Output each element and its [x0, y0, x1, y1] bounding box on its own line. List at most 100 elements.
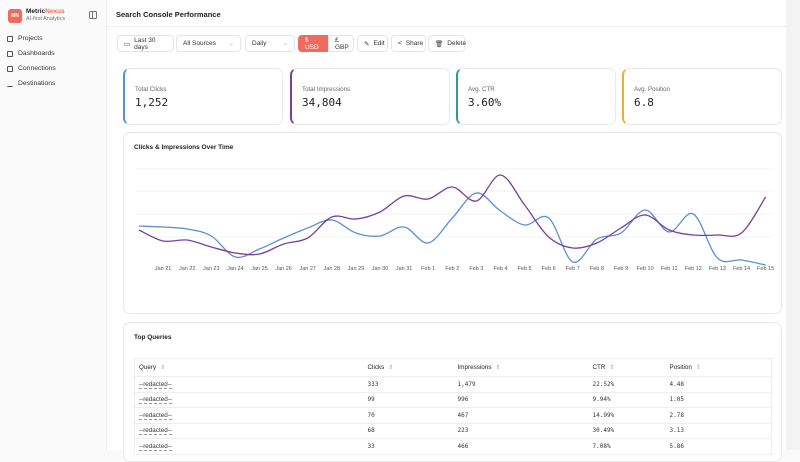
x-tick-label: Jan 29 [348, 266, 365, 272]
upload-icon [7, 81, 13, 87]
x-tick-label: Feb 1 [421, 266, 435, 272]
sidebar-item-label: Destinations [18, 80, 55, 87]
table-cell: 333 [364, 377, 454, 393]
x-tick-label: Feb 11 [661, 266, 678, 272]
folder-icon [7, 36, 13, 42]
sidebar-item-destinations[interactable]: Destinations [7, 80, 55, 87]
sort-icon: ⇕ [388, 365, 393, 371]
scrollbar[interactable] [786, 0, 800, 450]
x-tick-label: Jan 27 [299, 266, 316, 272]
table-cell: 22.52% [589, 377, 666, 393]
column-header-impressions[interactable]: Impressions⇕ [454, 359, 589, 377]
source-value: All Sources [183, 40, 216, 47]
x-tick-label: Jan 23 [203, 266, 220, 272]
column-header-clicks[interactable]: Clicks⇕ [364, 359, 454, 377]
delete-button[interactable]: 🗑 Delete [428, 35, 465, 52]
column-label: Clicks [368, 364, 385, 371]
brand-name: MetricNexus [26, 8, 65, 15]
share-icon: < [398, 40, 402, 47]
kpi-value: 3.60% [468, 96, 501, 109]
query-link[interactable]: --redacted-- [139, 412, 172, 420]
column-header-position[interactable]: Position⇕ [666, 359, 772, 377]
sidebar-toggle-icon[interactable] [89, 11, 97, 19]
table-cell: 99 [364, 392, 454, 408]
kpi-label: Avg. Position [634, 86, 670, 93]
table-cell: 1.05 [666, 392, 772, 408]
x-tick-label: Feb 8 [590, 266, 604, 272]
x-tick-label: Feb 9 [614, 266, 628, 272]
x-tick-label: Feb 3 [469, 266, 483, 272]
table-cell: 70 [364, 408, 454, 424]
sidebar-item-connections[interactable]: Connections [7, 65, 56, 72]
trash-icon: 🗑 [435, 40, 443, 48]
query-link[interactable]: --redacted-- [139, 381, 172, 389]
share-label: Share [406, 40, 423, 47]
sort-icon: ⇕ [495, 365, 500, 371]
connections-icon [7, 66, 13, 72]
x-tick-label: Jan 24 [227, 266, 244, 272]
delete-label: Delete [447, 40, 466, 47]
source-select[interactable]: All Sources ⌄ [176, 35, 241, 52]
date-range-label: Last 30 days [134, 37, 167, 51]
x-tick-label: Feb 2 [445, 266, 459, 272]
table-cell: 996 [454, 392, 589, 408]
table-cell: 1,479 [454, 377, 589, 393]
date-range-button[interactable]: ▭ Last 30 days [117, 35, 174, 52]
series-line-0 [139, 193, 766, 265]
table-cell: 4.48 [666, 377, 772, 393]
granularity-select[interactable]: Daily⌄ [245, 35, 295, 52]
x-tick-label: Jan 22 [179, 266, 196, 272]
x-tick-label: Feb 6 [542, 266, 556, 272]
query-link[interactable]: --redacted-- [139, 427, 172, 435]
table-cell: 2.78 [666, 408, 772, 424]
x-tick-label: Jan 28 [324, 266, 341, 272]
kpi-value: 6.8 [634, 96, 654, 109]
sidebar-item-label: Projects [18, 35, 43, 42]
chevron-down-icon: ⌄ [229, 40, 234, 47]
brand-tagline: AI-first Analytics [26, 16, 65, 22]
sort-icon: ⇕ [609, 365, 614, 371]
edit-label: Edit [373, 40, 384, 47]
x-tick-label: Jan 26 [275, 266, 292, 272]
sidebar: MN MetricNexus AI-first Analytics Projec… [0, 0, 106, 450]
x-tick-label: Jan 21 [155, 266, 172, 272]
column-header-ctr[interactable]: CTR⇕ [589, 359, 666, 377]
currency-gbp-button[interactable]: £ GBP [328, 35, 354, 52]
kpi-label: Avg. CTR [468, 86, 495, 93]
x-tick-label: Jan 31 [396, 266, 413, 272]
table-cell: 30.49% [589, 423, 666, 439]
cell-query: --redacted-- [135, 408, 364, 424]
kpi-label: Total Impressions [302, 86, 350, 93]
column-label: Position [670, 364, 692, 371]
share-button[interactable]: < Share [391, 35, 426, 52]
x-tick-label: Feb 14 [733, 266, 750, 272]
edit-button[interactable]: ✎ Edit [357, 35, 388, 52]
table-cell: 9.94% [589, 392, 666, 408]
table-cell: 33 [364, 439, 454, 455]
sidebar-item-dashboards[interactable]: Dashboards [7, 50, 55, 57]
main-content: Search Console Performance ▭Last 30 days… [106, 0, 786, 450]
query-link[interactable]: --redacted-- [139, 396, 172, 404]
cell-query: --redacted-- [135, 392, 364, 408]
table-cell: 467 [454, 408, 589, 424]
pencil-icon: ✎ [364, 40, 369, 48]
sidebar-item-label: Connections [18, 65, 56, 72]
currency-usd-button[interactable]: $ USD [298, 35, 328, 52]
table-cell: 3.13 [666, 423, 772, 439]
x-tick-label: Feb 10 [637, 266, 654, 272]
sidebar-item-projects[interactable]: Projects [7, 35, 43, 42]
column-label: Query [139, 364, 156, 371]
sidebar-item-label: Dashboards [18, 50, 55, 57]
logo: MN [8, 9, 22, 23]
calendar-icon: ▭ [124, 40, 130, 48]
column-header-query[interactable]: Query⇕ [135, 359, 364, 377]
table-cell: 14.99% [589, 408, 666, 424]
